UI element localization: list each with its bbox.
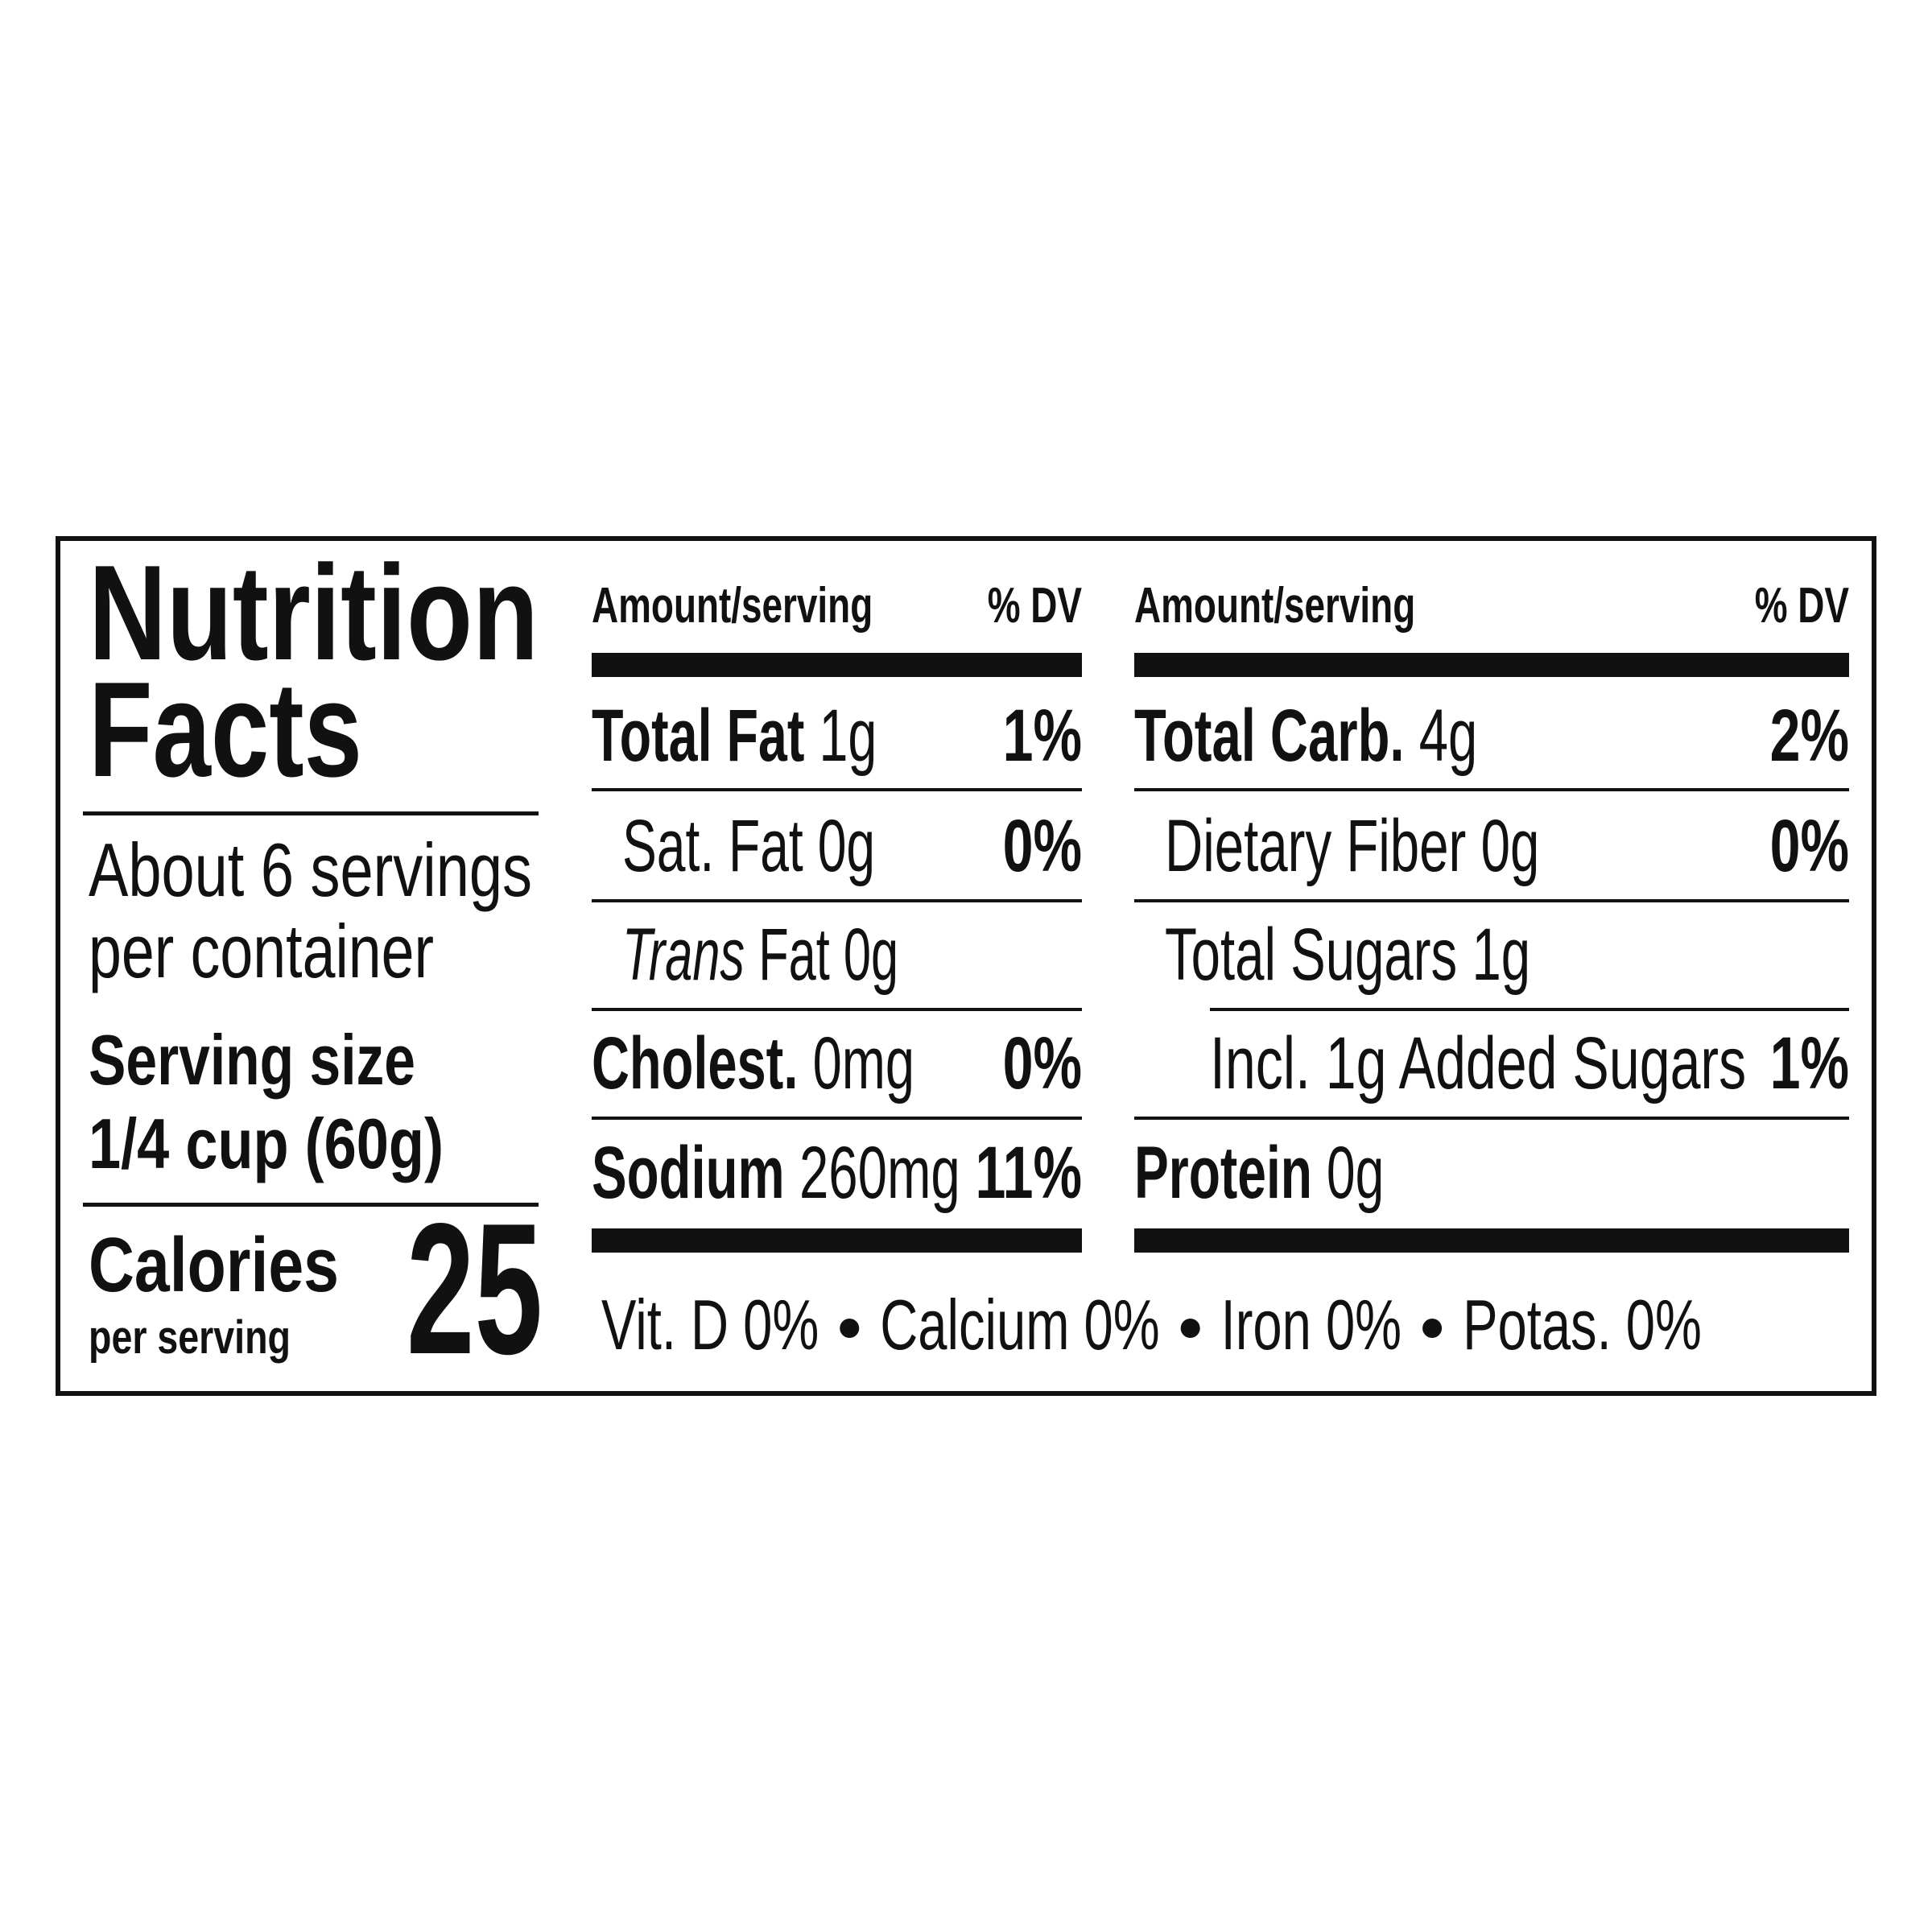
- servings-text: per container: [89, 909, 434, 993]
- row-divider: [1134, 899, 1849, 902]
- nutrient-row: Sodium260mg: [592, 1132, 960, 1214]
- nutrient-name: Cholest.: [592, 1022, 798, 1104]
- nutrient-amount: 0g: [1327, 1132, 1384, 1214]
- row-divider: [592, 899, 1082, 902]
- footer-item: Iron 0%: [1221, 1285, 1402, 1364]
- nutrient-name: Total Carb.: [1134, 695, 1405, 777]
- footer-item: Vit. D 0%: [601, 1285, 819, 1364]
- divider: [83, 1203, 539, 1207]
- nutrient-amount: 1g: [1472, 914, 1530, 996]
- row-divider: [592, 1117, 1082, 1120]
- nutrient-name: Total Sugars: [1165, 914, 1457, 996]
- header-dv: % DV: [1755, 578, 1849, 634]
- daily-value: 1%: [1003, 695, 1082, 777]
- bullet: [840, 1319, 860, 1338]
- nutrient-amount: 1g: [819, 695, 877, 777]
- daily-value: 1%: [1770, 1022, 1849, 1104]
- header-dv: % DV: [988, 578, 1082, 634]
- header-amount: Amount/serving: [1134, 578, 1415, 634]
- thick-bar: [1134, 653, 1849, 677]
- daily-value: 0%: [1770, 805, 1849, 887]
- nutrient-row: Protein0g: [1134, 1132, 1384, 1214]
- nutrient-row: Total Carb.4g: [1134, 695, 1477, 777]
- row-divider: [592, 1008, 1082, 1011]
- daily-value: 11%: [975, 1132, 1082, 1214]
- row-divider: [1134, 788, 1849, 791]
- daily-value: 0%: [1003, 1022, 1082, 1104]
- nutrient-row: TransFat0g: [622, 914, 898, 996]
- nutrient-name: Total Fat: [592, 695, 804, 777]
- bullet: [1180, 1319, 1200, 1338]
- nutrient-name: Protein: [1134, 1132, 1312, 1214]
- calories-label: Calories: [89, 1222, 339, 1308]
- serving-size-value: 1/4 cup (60g): [89, 1104, 444, 1183]
- nutrient-row: Total Sugars1g: [1165, 914, 1530, 996]
- nutrient-row: Incl. 1g Added Sugars: [1210, 1022, 1746, 1104]
- row-divider: [592, 788, 1082, 791]
- daily-value: 2%: [1770, 695, 1849, 777]
- divider: [83, 811, 539, 815]
- nutrient-name: Dietary Fiber: [1165, 805, 1466, 887]
- nutrient-amount: 0mg: [813, 1022, 914, 1104]
- nutrient-name: Sodium: [592, 1132, 785, 1214]
- nutrient-name-italic: Trans: [622, 914, 745, 996]
- footer-item: Potas. 0%: [1463, 1285, 1702, 1364]
- nutrient-amount: 0g: [818, 805, 875, 887]
- calories-sublabel: per serving: [89, 1311, 291, 1364]
- thick-bar: [592, 1228, 1082, 1253]
- thick-bar: [1134, 1228, 1849, 1253]
- servings-text: About 6 servings: [89, 828, 532, 912]
- daily-value: 0%: [1003, 805, 1082, 887]
- nutrient-amount: 0g: [1481, 805, 1540, 887]
- row-divider: [1210, 1008, 1849, 1011]
- title-line: Nutrition: [89, 537, 539, 688]
- nutrient-amount: 0g: [844, 914, 898, 996]
- title-line: Facts: [89, 654, 362, 805]
- nutrient-row: Dietary Fiber0g: [1165, 805, 1539, 887]
- nutrient-name: Sat. Fat: [622, 805, 803, 887]
- calories-value: 25: [407, 1185, 543, 1393]
- nutrient-row: Cholest.0mg: [592, 1022, 914, 1104]
- header-amount: Amount/serving: [592, 578, 873, 634]
- footer-item: Calcium 0%: [880, 1285, 1159, 1364]
- nutrient-amount: 4g: [1419, 695, 1477, 777]
- nutrient-name: Incl. 1g Added Sugars: [1210, 1022, 1746, 1104]
- nutrient-amount: 260mg: [799, 1132, 960, 1214]
- nutrient-row: Sat. Fat0g: [622, 805, 875, 887]
- nutrient-name: Fat: [758, 914, 830, 996]
- bullet: [1422, 1319, 1443, 1338]
- serving-size-label: Serving size: [89, 1020, 415, 1100]
- nutrient-row: Total Fat1g: [592, 695, 877, 777]
- row-divider: [1134, 1117, 1849, 1120]
- thick-bar: [592, 653, 1082, 677]
